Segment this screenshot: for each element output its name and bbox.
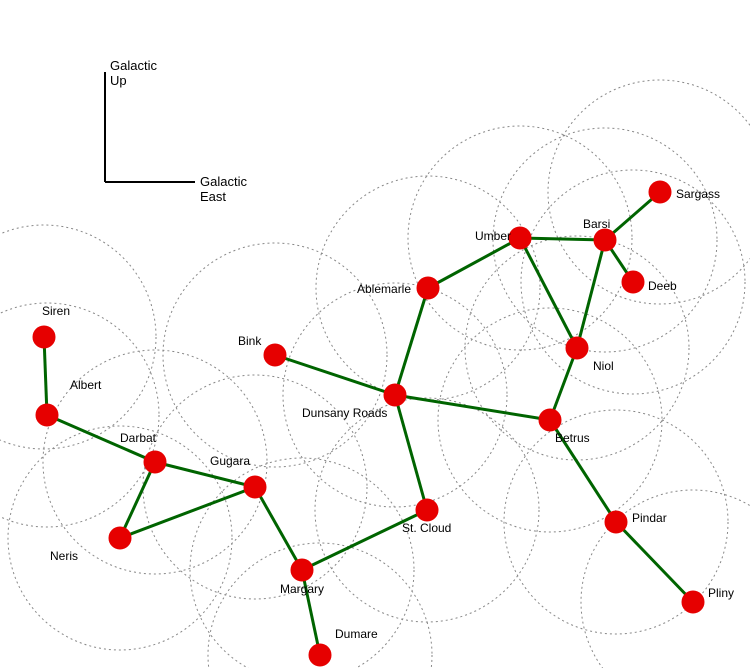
- edge-margary-stcloud: [302, 510, 427, 570]
- range-circle-albert: [0, 303, 159, 527]
- axis-up-label: GalacticUp: [110, 58, 157, 88]
- edge-bink-dunsany: [275, 355, 395, 395]
- edge-dunsany-stcloud: [395, 395, 427, 510]
- node-betrus: [539, 409, 561, 431]
- edge-barsi-niol: [577, 240, 605, 348]
- edge-siren-albert: [44, 337, 47, 415]
- node-bink: [264, 344, 286, 366]
- label-ablemarle: Ablemarle: [357, 282, 411, 296]
- label-gugara: Gugara: [210, 454, 250, 468]
- node-siren: [33, 326, 55, 348]
- node-sargass: [649, 181, 671, 203]
- label-stcloud: St. Cloud: [402, 521, 451, 535]
- axis-layer: GalacticUp GalacticEast: [105, 58, 247, 204]
- label-neris: Neris: [50, 549, 78, 563]
- node-margary: [291, 559, 313, 581]
- axis-east-label: GalacticEast: [200, 174, 247, 204]
- node-gugara: [244, 476, 266, 498]
- label-albert: Albert: [70, 378, 102, 392]
- node-ablemarle: [417, 277, 439, 299]
- edge-pindar-pliny: [616, 522, 693, 602]
- edges-layer: [44, 192, 693, 655]
- label-pindar: Pindar: [632, 511, 667, 525]
- node-albert: [36, 404, 58, 426]
- node-neris: [109, 527, 131, 549]
- node-darbat: [144, 451, 166, 473]
- label-pliny: Pliny: [708, 586, 734, 600]
- label-darbat: Darbat: [120, 431, 157, 445]
- edge-gugara-margary: [255, 487, 302, 570]
- node-dumare: [309, 644, 331, 666]
- label-niol: Niol: [593, 359, 614, 373]
- range-circles-layer: [0, 80, 750, 668]
- node-dunsany: [384, 384, 406, 406]
- label-barsi: Barsi: [583, 217, 610, 231]
- label-betrus: Betrus: [555, 431, 590, 445]
- label-siren: Siren: [42, 304, 70, 318]
- nodes-layer: [33, 181, 704, 666]
- node-deeb: [622, 271, 644, 293]
- node-niol: [566, 337, 588, 359]
- edge-umber-barsi: [520, 238, 605, 240]
- node-umber: [509, 227, 531, 249]
- edge-niol-betrus: [550, 348, 577, 420]
- node-pindar: [605, 511, 627, 533]
- label-sargass: Sargass: [676, 187, 720, 201]
- label-umber: Umber: [475, 229, 511, 243]
- label-bink: Bink: [238, 334, 262, 348]
- edge-dunsany-betrus: [395, 395, 550, 420]
- label-margary: Margary: [280, 582, 324, 596]
- label-dumare: Dumare: [335, 627, 378, 641]
- label-deeb: Deeb: [648, 279, 677, 293]
- edge-ablemarle-umber: [428, 238, 520, 288]
- node-barsi: [594, 229, 616, 251]
- galactic-network-diagram: GalacticUp GalacticEast Siren Albert Darbat…: [0, 0, 750, 668]
- node-stcloud: [416, 499, 438, 521]
- node-pliny: [682, 591, 704, 613]
- range-circle-siren: [0, 225, 156, 449]
- edge-dunsany-ablemarle: [395, 288, 428, 395]
- edge-umber-niol: [520, 238, 577, 348]
- label-dunsany: Dunsany Roads: [302, 406, 387, 420]
- labels-layer: Siren Albert Darbat Neris Gugara Margary Dumar…: [42, 187, 734, 641]
